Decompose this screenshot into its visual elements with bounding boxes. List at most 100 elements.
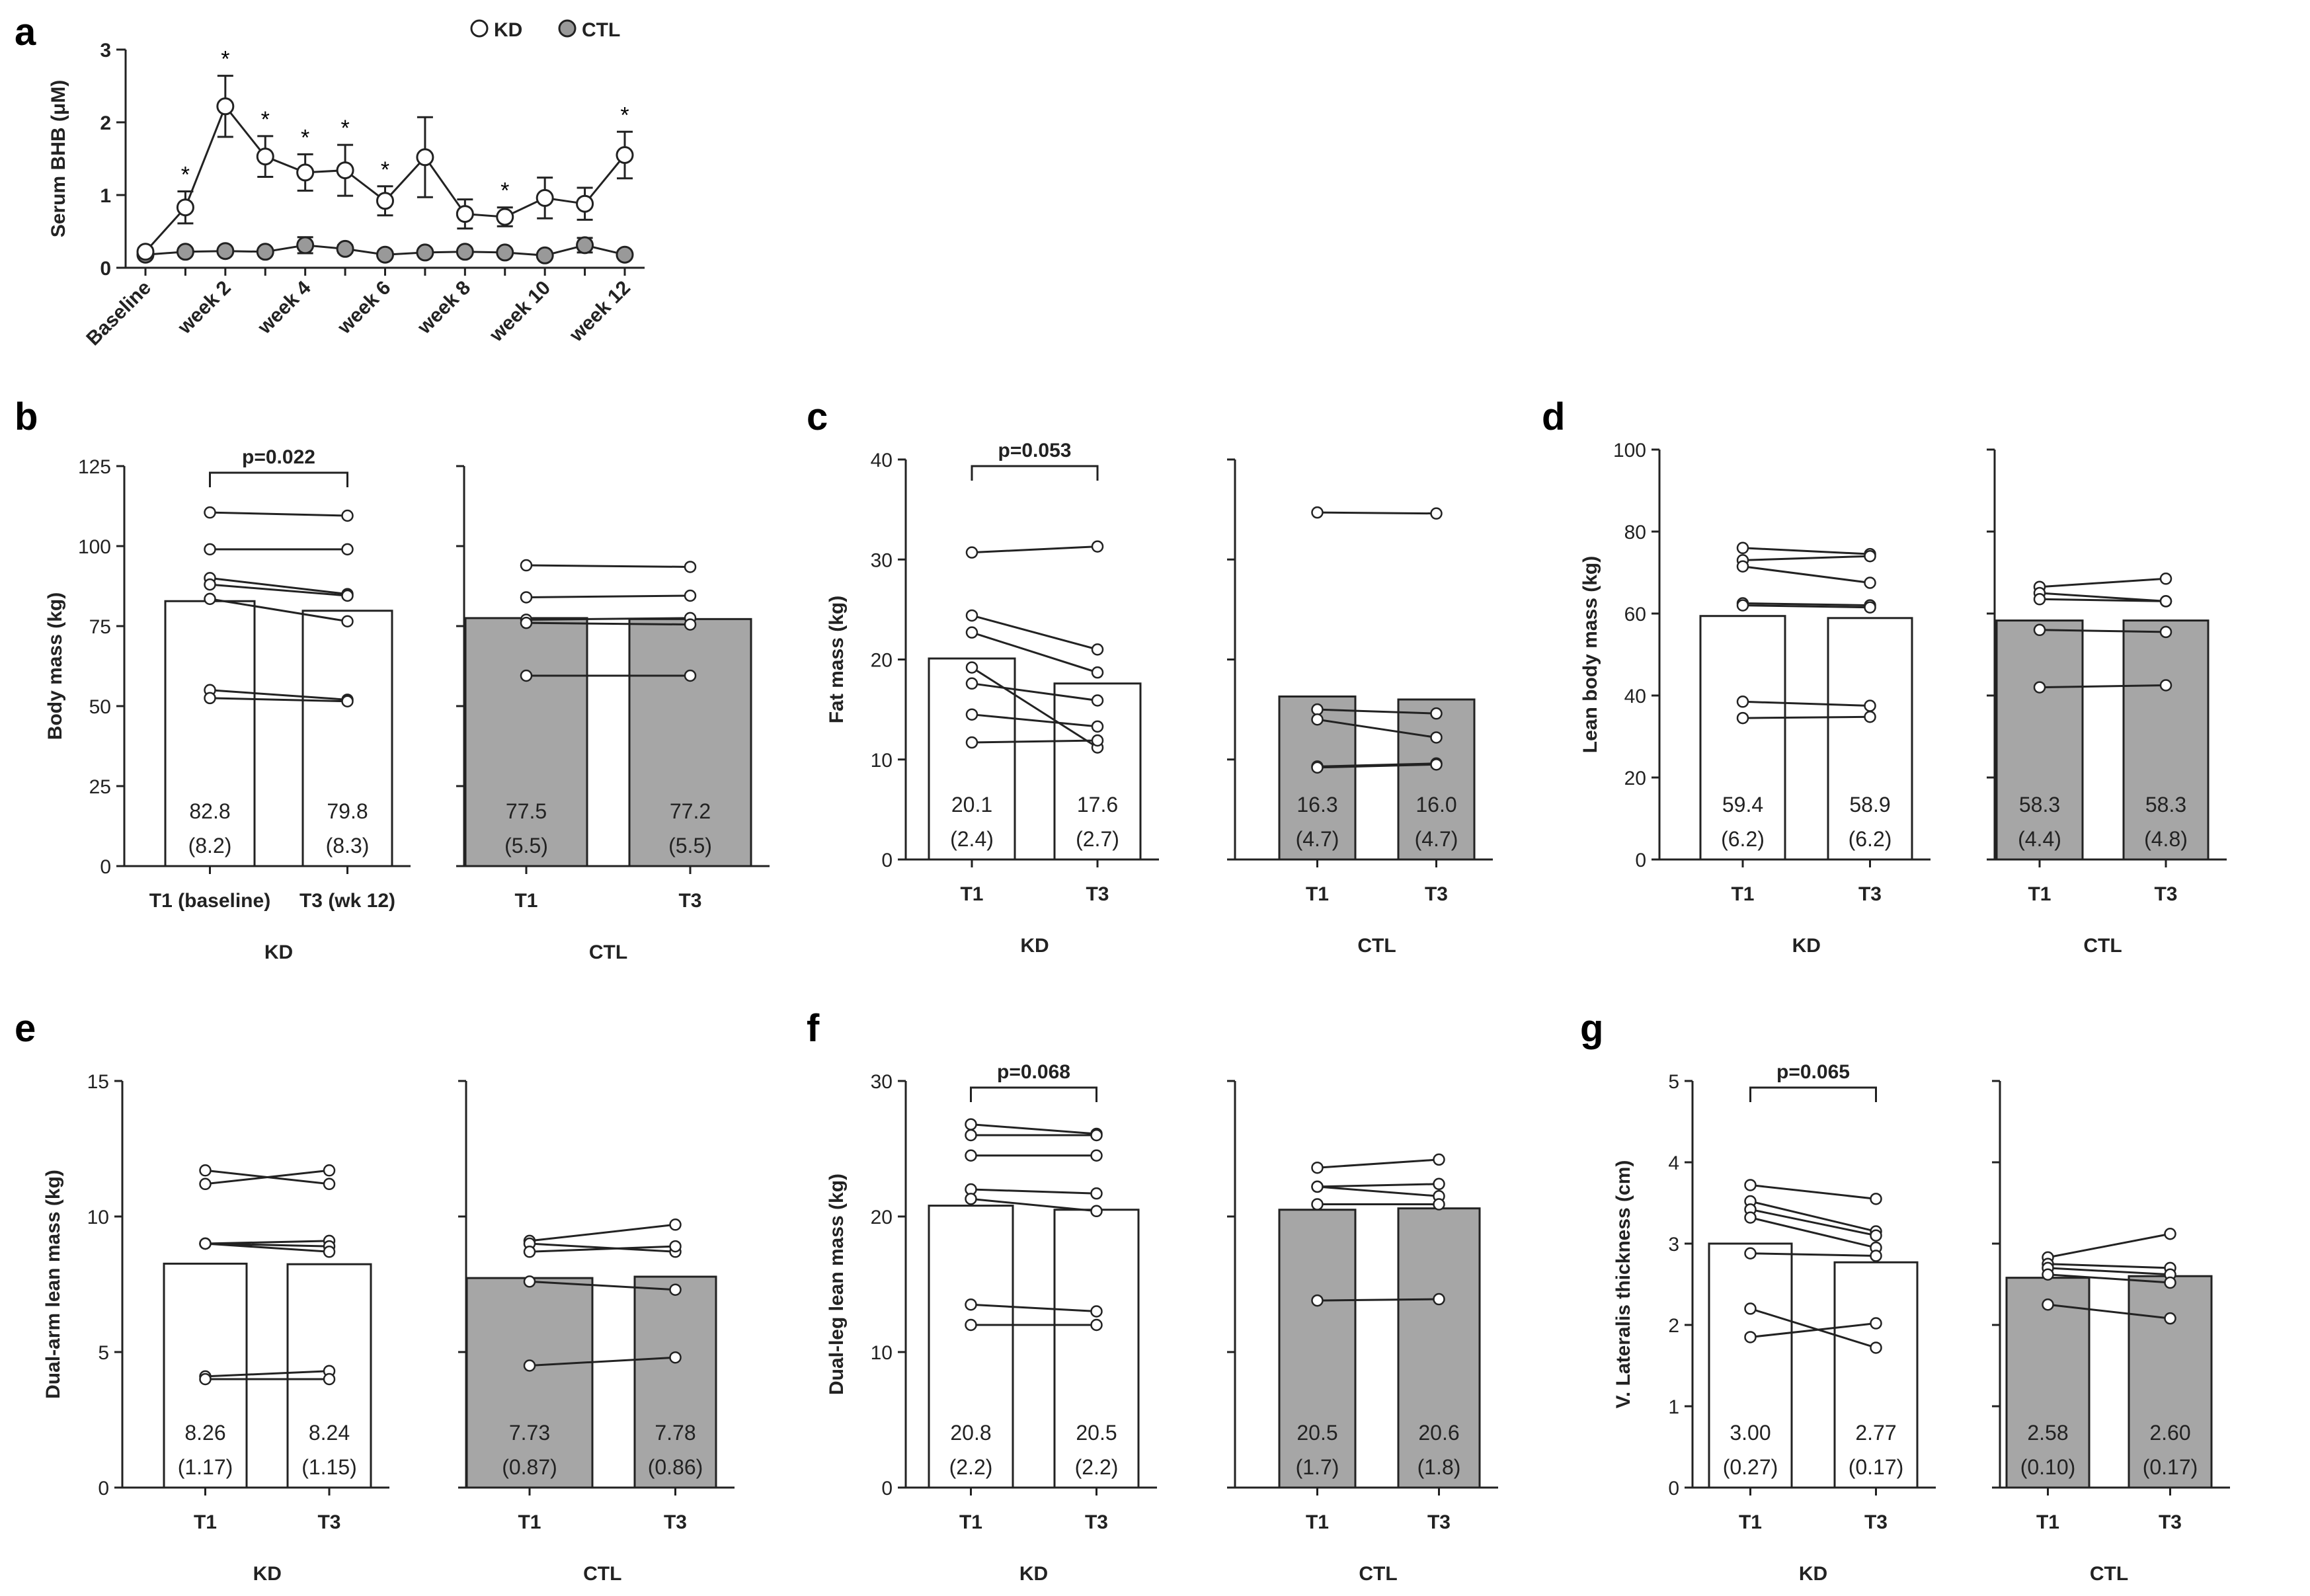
bar-sd-label-c: (4.7) — [1415, 827, 1458, 851]
subject-point-c — [965, 609, 978, 622]
bar-mean-label-g: 2.60 — [2149, 1421, 2190, 1445]
subject-point-e — [323, 1164, 336, 1177]
bar-c-KD-T1 — [928, 657, 1016, 861]
bar-sd-label-e: (1.17) — [178, 1455, 233, 1479]
y-axis-label-a: Serum BHB (μM) — [48, 80, 69, 237]
subject-point-b — [520, 591, 533, 604]
bar-mean-label-g: 2.77 — [1855, 1421, 1896, 1445]
subject-point-e — [669, 1351, 682, 1364]
subject-point-g — [2042, 1268, 2054, 1281]
group-label-d-KD: KD — [1792, 935, 1821, 957]
bar-c-KD-T3 — [1053, 682, 1142, 861]
y-tick-label-b: 100 — [78, 536, 111, 558]
bar-mean-label-e: 7.73 — [509, 1421, 550, 1445]
subject-line-e — [205, 1169, 330, 1185]
subject-point-c — [1430, 758, 1443, 771]
subject-point-e — [523, 1275, 536, 1288]
subject-point-b — [341, 509, 354, 522]
panel-letter-d: d — [1542, 395, 1565, 438]
y-tick-label-g: 5 — [1668, 1071, 1679, 1093]
data-point-CTL — [176, 243, 194, 261]
subject-point-f — [1311, 1198, 1324, 1211]
data-point-KD — [616, 146, 634, 164]
subject-point-f — [965, 1318, 977, 1332]
bar-mean-label-g: 2.58 — [2027, 1421, 2068, 1445]
subject-point-f — [1090, 1149, 1103, 1162]
y-tick-label-a: 3 — [100, 40, 111, 61]
significance-star: * — [301, 125, 309, 150]
subject-point-c — [965, 661, 978, 674]
subject-point-e — [523, 1246, 536, 1258]
subject-point-b — [684, 669, 697, 682]
legend-marker-CTL — [558, 19, 577, 38]
x-tick-label-a: week 6 — [333, 277, 395, 339]
data-point-CTL — [336, 239, 354, 258]
subject-line-g — [1750, 1183, 1876, 1200]
bar-d-CTL-T3 — [2122, 619, 2210, 861]
x-tick-label-a: week 10 — [485, 277, 555, 346]
bar-sd-label-c: (2.7) — [1076, 827, 1119, 851]
subject-point-e — [199, 1237, 212, 1250]
subject-line-g — [2048, 1267, 2171, 1276]
subject-line-c — [1317, 718, 1437, 738]
group-label-e-CTL: CTL — [583, 1563, 621, 1585]
y-tick-label-g: 0 — [1668, 1478, 1679, 1499]
subject-line-g — [1750, 1322, 1876, 1338]
group-label-f-CTL: CTL — [1359, 1563, 1397, 1585]
y-tick-label-e: 5 — [98, 1342, 109, 1364]
data-point-KD — [576, 194, 594, 213]
data-point-CTL — [576, 236, 594, 255]
subject-line-g — [1750, 1208, 1876, 1237]
subject-line-d — [2039, 577, 2167, 588]
y-tick-label-g: 2 — [1668, 1315, 1679, 1337]
subject-line-f — [971, 1188, 1097, 1195]
subject-point-c — [965, 546, 978, 559]
bar-mean-label-d: 58.3 — [2019, 793, 2060, 817]
x-tick-label-b: T1 — [514, 890, 538, 912]
subject-point-e — [323, 1246, 336, 1258]
subject-point-f — [1311, 1294, 1324, 1307]
x-tick-label-e: T1 — [518, 1511, 541, 1533]
subject-point-g — [2164, 1276, 2176, 1289]
subject-point-g — [2164, 1312, 2176, 1325]
bar-sd-label-f: (1.7) — [1296, 1455, 1339, 1479]
subject-line-d — [2039, 629, 2167, 633]
group-label-c-KD: KD — [1020, 935, 1049, 957]
subject-point-d — [1736, 696, 1749, 708]
subject-point-d — [1864, 699, 1876, 712]
y-tick-label-c: 30 — [871, 549, 893, 571]
subject-line-f — [1317, 1158, 1439, 1169]
y-tick-label-b: 25 — [89, 776, 111, 798]
bar-mean-label-e: 8.26 — [184, 1421, 225, 1445]
subject-point-c — [1091, 666, 1104, 679]
bar-sd-label-g: (0.17) — [1849, 1455, 1904, 1479]
significance-star: * — [221, 47, 229, 72]
bar-f-CTL-T3 — [1397, 1207, 1481, 1489]
bar-g-KD-T3 — [1833, 1261, 1919, 1489]
subject-point-b — [520, 669, 533, 682]
subject-line-b — [526, 617, 691, 621]
subject-line-d — [1742, 700, 1870, 707]
x-tick-label-b: T3 — [678, 890, 701, 912]
subject-point-f — [1433, 1293, 1445, 1306]
subject-point-f — [965, 1149, 977, 1162]
y-tick-label-a: 0 — [100, 258, 111, 280]
y-tick-label-d: 80 — [1624, 522, 1646, 543]
bar-mean-label-e: 7.78 — [655, 1421, 696, 1445]
y-tick-label-d: 100 — [1613, 440, 1646, 461]
subject-point-g — [1870, 1250, 1882, 1262]
subject-point-f — [965, 1129, 977, 1142]
subject-point-b — [204, 692, 216, 705]
subject-point-d — [1864, 710, 1876, 723]
subject-point-f — [1090, 1318, 1103, 1332]
group-label-b-KD: KD — [264, 941, 293, 963]
subject-line-d — [2039, 684, 2167, 689]
subject-point-e — [323, 1373, 336, 1386]
y-tick-label-f: 0 — [881, 1478, 893, 1499]
subject-line-d — [1742, 602, 1870, 607]
y-tick-label-e: 0 — [98, 1478, 109, 1499]
subject-point-c — [1091, 734, 1104, 747]
subject-point-d — [2033, 593, 2046, 606]
subject-point-b — [520, 616, 533, 629]
